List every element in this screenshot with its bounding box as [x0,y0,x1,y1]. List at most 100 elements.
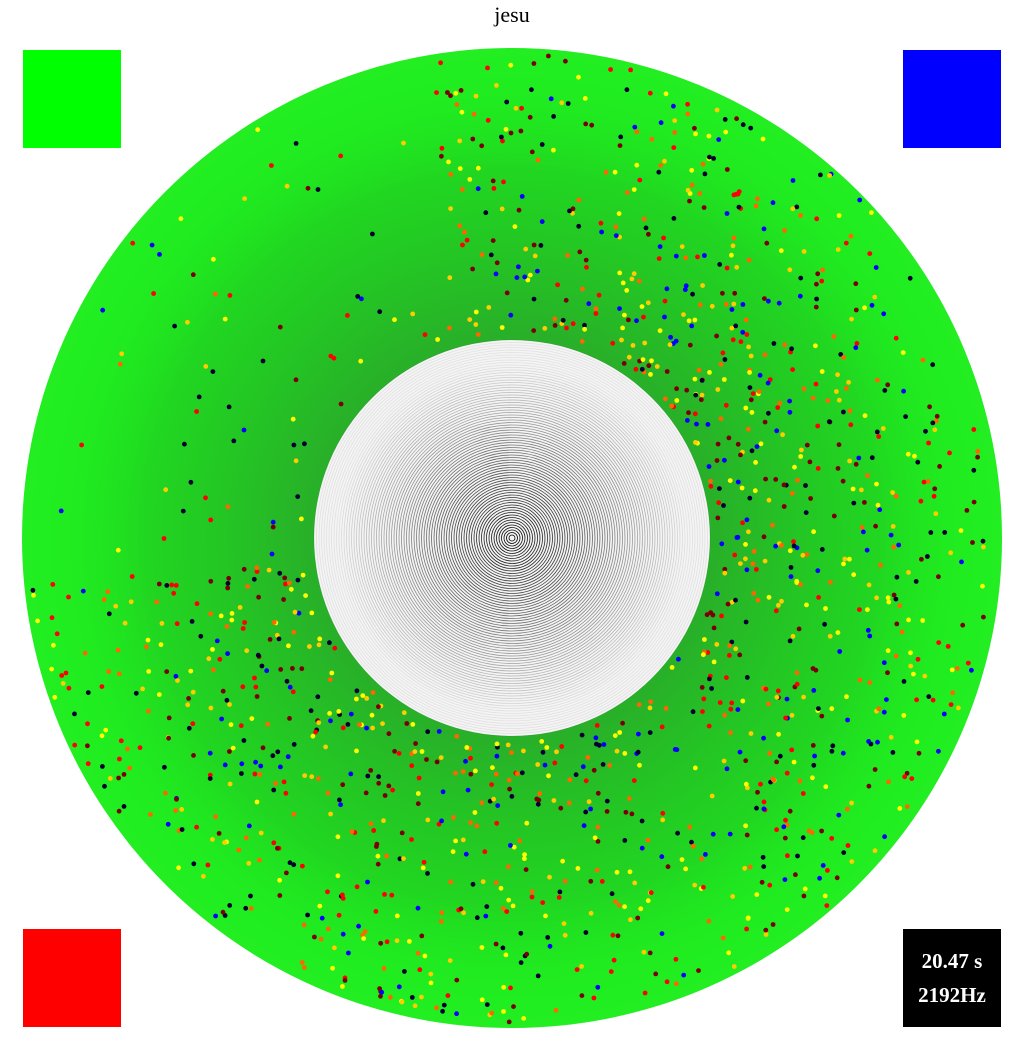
dot [849,800,854,806]
dot [191,861,197,867]
dot [735,707,741,712]
dot [461,910,466,916]
dot [608,67,613,72]
dot [493,880,499,886]
dot [853,307,859,313]
dot [904,804,910,809]
dot [489,782,494,787]
dot [357,722,362,727]
dot [865,607,870,613]
dot [397,856,403,862]
dot [763,686,769,692]
dot [340,984,345,989]
dot [622,751,628,756]
dot [30,587,36,593]
dot [686,410,691,416]
dot [479,252,485,258]
dot [493,271,499,277]
dot [709,793,715,799]
dot [265,721,271,727]
dot [596,292,602,298]
dot [801,694,806,700]
dot [782,342,788,348]
dot [658,120,664,126]
dot [894,621,900,627]
dot [749,410,755,415]
dot [356,923,361,929]
ring [481,507,543,569]
dot [766,410,771,416]
dot [624,87,630,93]
dot [537,791,543,797]
dot [604,809,610,814]
dot [125,746,130,752]
dot [491,186,497,191]
dot [829,706,835,712]
dot [412,749,418,754]
dot [676,656,681,662]
dot [872,848,878,854]
dot [835,372,840,378]
dot [211,256,216,262]
dot [762,296,767,301]
dot [419,994,424,1000]
dot [270,519,276,525]
dot [628,917,633,923]
dot [788,574,794,579]
dot [748,397,754,403]
dot [724,167,730,172]
dot [354,696,359,702]
dot [701,696,707,702]
dot [582,322,587,328]
dot [631,187,637,193]
dot [958,528,964,533]
dot [156,581,162,587]
dot [460,769,466,774]
dot [875,377,880,383]
dot [512,224,518,230]
dot [309,774,315,780]
dot [783,817,788,823]
dot [874,595,879,601]
dot [137,745,143,751]
dot [912,453,917,459]
dot [479,800,485,806]
dot [808,496,813,501]
dot [365,879,370,885]
dot [490,178,496,184]
dot [194,824,200,830]
dot [583,121,589,127]
dot [576,223,582,229]
dot [542,326,548,331]
dot [604,798,610,804]
dot [439,145,445,151]
dot [583,930,589,935]
ring [466,492,558,584]
dot [559,744,565,749]
dot [751,590,757,596]
dot [617,143,623,149]
dot [453,90,459,96]
dot [811,529,816,535]
dot [244,648,250,654]
dot [798,275,804,281]
dot [140,686,146,692]
dot [179,827,185,832]
dot [690,291,695,297]
dot [493,771,499,777]
dot [377,986,382,991]
dot [340,725,346,731]
dot [840,478,846,484]
dot [803,510,809,515]
dot [436,729,442,734]
dot [736,204,742,210]
dot [639,304,645,309]
dot [623,809,629,815]
dot [79,442,84,448]
dot [862,413,868,419]
dot [813,381,819,387]
dot [766,594,772,600]
dot [210,369,216,374]
dot [647,90,653,96]
dot [735,441,741,447]
